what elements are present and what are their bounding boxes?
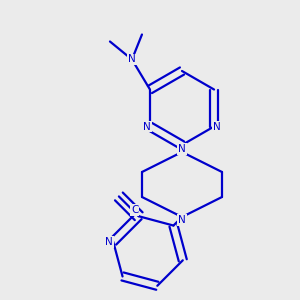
Text: N: N [178, 215, 186, 225]
Text: N: N [178, 144, 186, 154]
Text: N: N [143, 122, 151, 131]
Text: N: N [105, 237, 113, 247]
Text: N: N [128, 55, 136, 64]
Text: N: N [213, 122, 221, 131]
Text: C: C [131, 205, 139, 215]
